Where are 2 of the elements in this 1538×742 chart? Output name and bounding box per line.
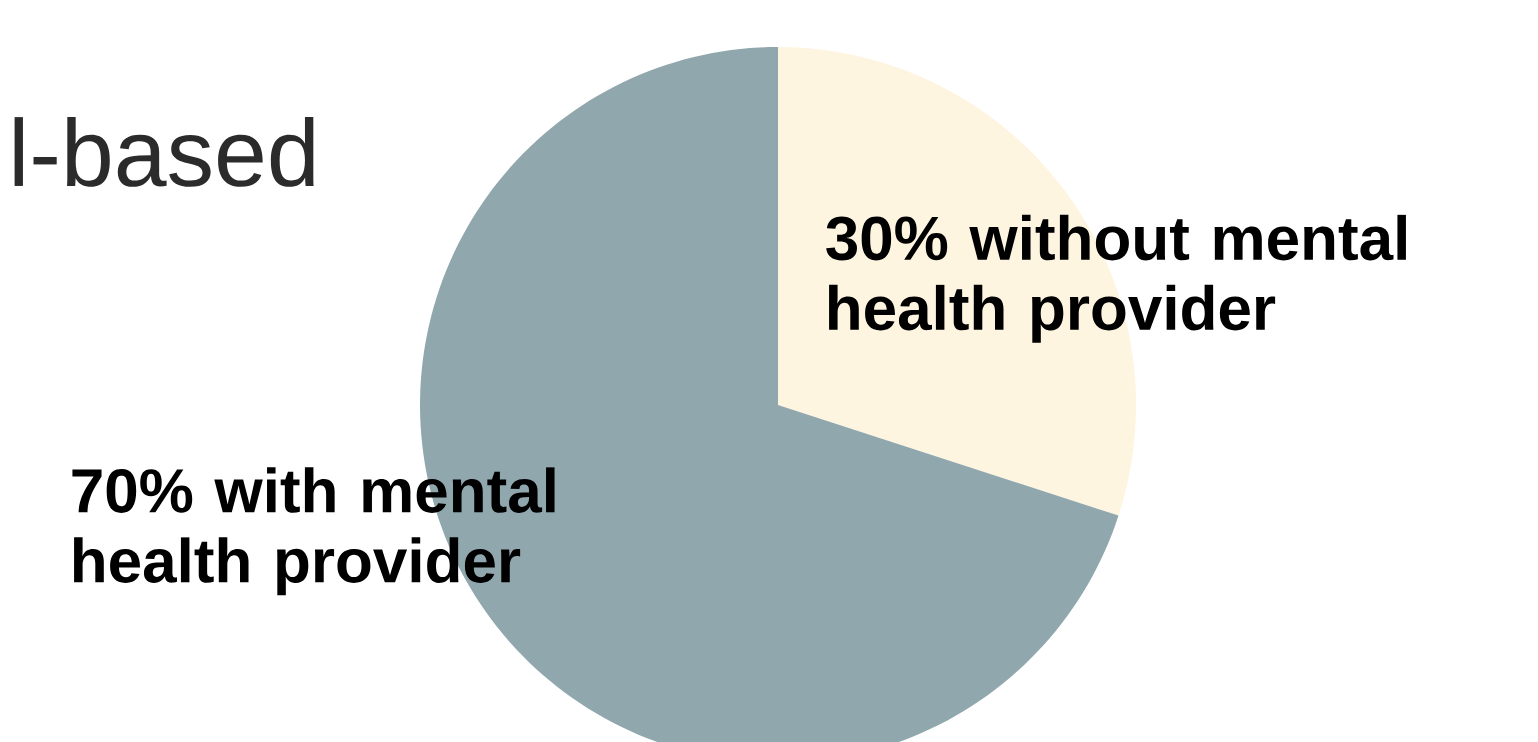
slice-label: 30% without mental health provider — [826, 214, 1406, 343]
text: l-based — [14, 117, 314, 187]
